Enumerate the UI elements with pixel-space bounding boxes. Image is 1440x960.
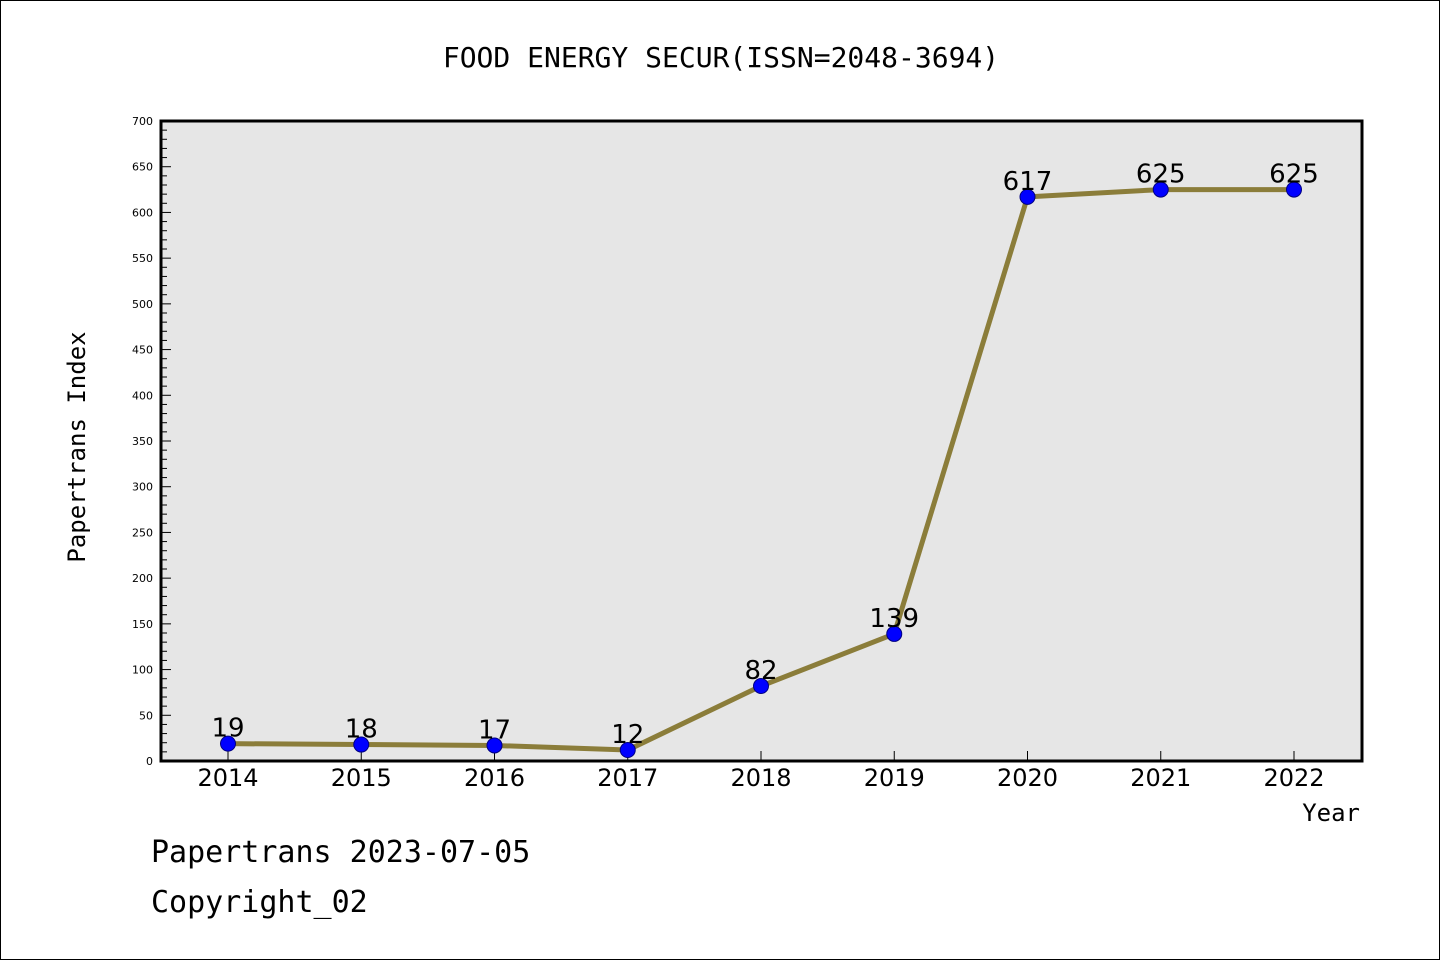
y-axis-label: Papertrans Index (63, 331, 91, 562)
y-tick-label: 100 (132, 664, 153, 677)
data-label: 17 (478, 715, 511, 745)
data-point (220, 735, 236, 752)
data-point (1019, 188, 1036, 205)
data-label: 12 (611, 720, 644, 750)
y-tick-label: 450 (132, 344, 153, 357)
data-label: 139 (869, 604, 919, 634)
x-tick-label: 2021 (1130, 764, 1191, 792)
y-tick-label: 150 (132, 618, 153, 631)
footer-copyright-text: Copyright_02 (151, 885, 368, 920)
x-tick-label: 2014 (197, 764, 258, 792)
x-tick-label: 2020 (997, 764, 1058, 792)
data-point (1152, 181, 1169, 198)
data-point (886, 625, 903, 642)
y-tick-label: 50 (139, 709, 153, 722)
y-tick-label: 600 (132, 206, 153, 219)
data-point (1286, 181, 1302, 198)
plot-area (161, 121, 1362, 761)
y-tick-label: 200 (132, 572, 153, 585)
data-points (220, 181, 1302, 759)
footer-date-text: Papertrans 2023-07-05 (151, 835, 531, 870)
x-axis-ticks: 2014 2015 2016 2017 2018 2019 2020 2021 2022 (197, 751, 1325, 792)
y-tick-label: 300 (132, 481, 153, 494)
y-tick-label: 500 (132, 298, 153, 311)
data-label: 625 (1269, 160, 1319, 190)
x-tick-label: 2018 (730, 764, 791, 792)
data-point (486, 737, 503, 754)
y-axis-ticks: 0 50 100 150 200 250 300 350 400 450 500 550 600 650 7… (132, 115, 171, 768)
data-label: 625 (1136, 160, 1186, 190)
data-label: 18 (345, 715, 378, 745)
data-point (353, 736, 370, 753)
data-point (753, 678, 769, 695)
x-axis-label: Year (1302, 799, 1360, 827)
data-label: 82 (744, 656, 777, 686)
data-label: 617 (1003, 167, 1053, 197)
y-tick-label: 400 (132, 389, 153, 402)
x-tick-label: 2017 (597, 764, 658, 792)
x-tick-label: 2022 (1263, 764, 1324, 792)
plot-border (159, 119, 1364, 763)
x-tick-label: 2016 (464, 764, 525, 792)
y-tick-label: 700 (132, 115, 153, 128)
y-tick-label: 350 (132, 435, 153, 448)
data-point (619, 742, 636, 759)
chart-title: FOOD ENERGY SECUR(ISSN=2048-3694) (443, 41, 999, 74)
data-labels: 19 18 17 12 82 139 617 625 625 (211, 160, 1318, 750)
x-tick-label: 2015 (331, 764, 392, 792)
y-tick-label: 650 (132, 161, 153, 174)
x-tick-label: 2019 (864, 764, 925, 792)
data-label: 19 (211, 714, 244, 744)
y-tick-label: 0 (146, 755, 153, 768)
y-tick-label: 550 (132, 252, 153, 265)
y-tick-label: 250 (132, 526, 153, 539)
